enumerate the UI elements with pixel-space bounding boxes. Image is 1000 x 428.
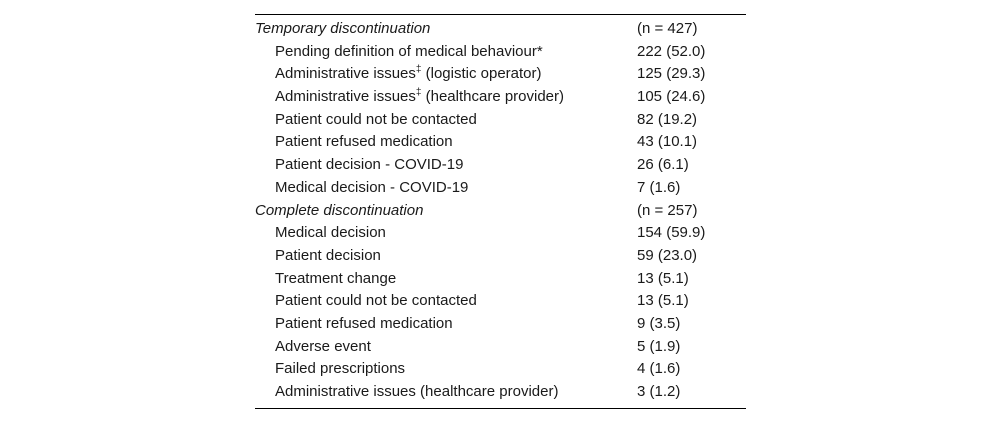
- row-label: Failed prescriptions: [255, 358, 637, 381]
- table-row: Medical decision 154 (59.9): [255, 222, 746, 245]
- table-row: Administrative issues‡ (healthcare provi…: [255, 86, 746, 109]
- row-label: Patient refused medication: [255, 131, 637, 154]
- row-label-text: Temporary discontinuation: [255, 20, 431, 37]
- row-label-text: Administrative issues: [275, 88, 416, 106]
- table-row: Administrative issues (healthcare provid…: [255, 381, 746, 404]
- table-row: Patient refused medication 9 (3.5): [255, 313, 746, 336]
- table-row: Patient could not be contacted 82 (19.2): [255, 109, 746, 132]
- table-row: Patient decision 59 (23.0): [255, 245, 746, 268]
- row-label: Patient refused medication: [255, 313, 637, 336]
- table-row: Treatment change 13 (5.1): [255, 268, 746, 291]
- table-top-rule: [255, 14, 746, 15]
- row-label-text: Medical decision - COVID-19: [275, 178, 469, 196]
- row-label-suffix: (logistic operator): [421, 65, 542, 83]
- table-row: Temporary discontinuation (n = 427): [255, 18, 746, 41]
- row-label: Pending definition of medical behaviour*: [255, 41, 637, 64]
- row-label: Patient could not be contacted: [255, 290, 637, 313]
- row-label: Administrative issues‡ (logistic operato…: [255, 63, 637, 86]
- row-value: 82 (19.2): [637, 110, 698, 128]
- table-row: Patient refused medication 43 (10.1): [255, 131, 746, 154]
- row-value: 5 (1.9): [637, 337, 681, 355]
- row-label: Patient decision - COVID-19: [255, 154, 637, 177]
- row-label-text: Patient decision - COVID-19: [275, 156, 464, 174]
- discontinuation-reasons-table: Temporary discontinuation (n = 427) Pend…: [255, 14, 746, 409]
- row-label-text: Administrative issues: [275, 65, 416, 83]
- table-row: Patient decision - COVID-19 26 (6.1): [255, 154, 746, 177]
- row-label: Medical decision - COVID-19: [255, 177, 637, 200]
- row-value: (n = 427): [637, 20, 698, 37]
- row-value: 59 (23.0): [637, 246, 698, 264]
- row-value: 4 (1.6): [637, 360, 681, 378]
- row-value: 43 (10.1): [637, 133, 698, 151]
- row-label-text: Adverse event: [275, 337, 371, 355]
- table-bottom-rule: [255, 407, 746, 409]
- row-label-text: Patient could not be contacted: [275, 110, 477, 128]
- table-row: Administrative issues‡ (logistic operato…: [255, 63, 746, 86]
- table-row: Failed prescriptions 4 (1.6): [255, 358, 746, 381]
- row-label-text: Patient refused medication: [275, 133, 453, 151]
- row-value: 9 (3.5): [637, 314, 681, 332]
- row-label: Complete discontinuation: [255, 200, 637, 223]
- row-label: Medical decision: [255, 222, 637, 245]
- row-value: 13 (5.1): [637, 292, 689, 310]
- row-label-text: Patient decision: [275, 246, 381, 264]
- row-label: Administrative issues‡ (healthcare provi…: [255, 86, 637, 109]
- footnote-marker: ‡: [415, 87, 422, 99]
- row-value: 7 (1.6): [637, 178, 681, 196]
- row-label-text: Treatment change: [275, 269, 397, 287]
- row-value: 125 (29.3): [637, 65, 706, 83]
- row-value: 3 (1.2): [637, 383, 681, 400]
- row-label-text: Medical decision: [275, 224, 386, 242]
- row-label: Temporary discontinuation: [255, 18, 637, 41]
- row-label-text: Failed prescriptions: [275, 360, 406, 378]
- row-value: 26 (6.1): [637, 156, 689, 174]
- table-rows: Temporary discontinuation (n = 427) Pend…: [255, 15, 746, 408]
- row-label-suffix: (healthcare provider): [421, 88, 565, 106]
- row-label-text: Pending definition of medical behaviour*: [275, 42, 543, 60]
- footnote-marker: ‡: [415, 64, 422, 76]
- row-label-text: Administrative issues (healthcare provid…: [275, 383, 559, 400]
- table-row: Pending definition of medical behaviour*…: [255, 41, 746, 64]
- table-row: Medical decision - COVID-19 7 (1.6): [255, 177, 746, 200]
- table-row: Adverse event 5 (1.9): [255, 336, 746, 359]
- row-value: 154 (59.9): [637, 224, 706, 242]
- row-label: Patient decision: [255, 245, 637, 268]
- row-label-text: Patient could not be contacted: [275, 292, 477, 310]
- row-label-text: Patient refused medication: [275, 314, 453, 332]
- row-value: 222 (52.0): [637, 42, 706, 60]
- row-label: Adverse event: [255, 336, 637, 359]
- row-label: Patient could not be contacted: [255, 109, 637, 132]
- table-row: Patient could not be contacted 13 (5.1): [255, 290, 746, 313]
- row-value: 105 (24.6): [637, 88, 706, 106]
- row-value: (n = 257): [637, 201, 698, 219]
- row-label: Administrative issues (healthcare provid…: [255, 381, 637, 404]
- table-row: Complete discontinuation (n = 257): [255, 200, 746, 223]
- row-label-text: Complete discontinuation: [255, 201, 424, 219]
- row-value: 13 (5.1): [637, 269, 689, 287]
- row-label: Treatment change: [255, 268, 637, 291]
